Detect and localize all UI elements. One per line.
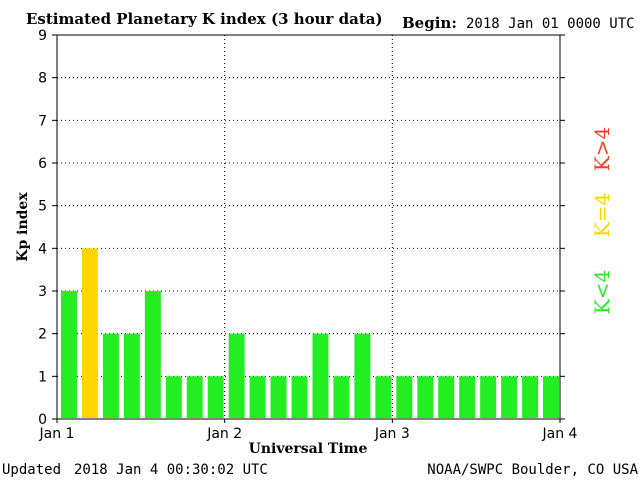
kp-bar (522, 376, 539, 418)
y-tick-label: 1 (38, 369, 47, 385)
x-tick-label: Jan 1 (39, 426, 75, 442)
x-tick-label: Jan 2 (206, 426, 242, 442)
bars (61, 248, 559, 418)
kp-bar (291, 376, 308, 418)
kp-bar (144, 291, 161, 418)
plot-frame (56, 34, 561, 420)
kp-bar (123, 333, 140, 418)
legend-k-above-4: K>4 (590, 127, 614, 171)
kp-bar (438, 376, 455, 418)
kp-bar (81, 248, 98, 418)
y-tick-label: 0 (38, 412, 47, 428)
y-tick-label: 9 (38, 28, 47, 44)
kp-bar (270, 376, 287, 418)
updated-label: Updated (2, 462, 61, 478)
y-tick-label: 5 (38, 199, 47, 215)
kp-bar (417, 376, 434, 418)
y-tick-label: 3 (38, 284, 47, 300)
begin-label: Begin: (402, 14, 457, 32)
updated-value: 2018 Jan 4 00:30:02 UTC (74, 462, 268, 478)
y-tick-label: 6 (38, 156, 47, 172)
kp-bar (228, 333, 245, 418)
kp-bar (480, 376, 497, 418)
kp-bar (207, 376, 224, 418)
kp-bar (396, 376, 413, 418)
kp-bar (186, 376, 203, 418)
x-axis-ticks: Jan 1 Jan 2 Jan 3 Jan 4 (39, 419, 578, 442)
kp-bar (375, 376, 392, 418)
y-tick-label: 7 (38, 113, 47, 129)
x-axis-title: Universal Time (249, 441, 368, 457)
kp-bar (312, 333, 329, 418)
x-tick-label: Jan 3 (374, 426, 410, 442)
kp-bar (501, 376, 518, 418)
y-tick-label: 2 (38, 327, 47, 343)
kp-bar (249, 376, 266, 418)
kp-bar (165, 376, 182, 418)
y-axis-title: Kp index (15, 192, 31, 262)
y-tick-label: 4 (38, 241, 47, 257)
kp-bar (61, 291, 77, 418)
y-tick-label: 8 (38, 71, 47, 87)
kp-bar (459, 376, 476, 418)
legend-k-equal-4: K=4 (590, 193, 614, 237)
kp-bar (354, 333, 371, 418)
grid-lines (57, 35, 560, 419)
legend-k-below-4: K<4 (590, 270, 614, 314)
kp-bar (102, 333, 119, 418)
y-axis-ticks: 0 1 2 3 4 5 6 7 8 9 (38, 28, 565, 428)
kp-bar (543, 376, 559, 418)
begin-value: 2018 Jan 01 0000 UTC (466, 16, 635, 32)
chart-title: Estimated Planetary K index (3 hour data… (26, 10, 383, 28)
source-credit: NOAA/SWPC Boulder, CO USA (427, 462, 638, 478)
kp-bar (333, 376, 350, 418)
x-tick-label: Jan 4 (542, 426, 578, 442)
